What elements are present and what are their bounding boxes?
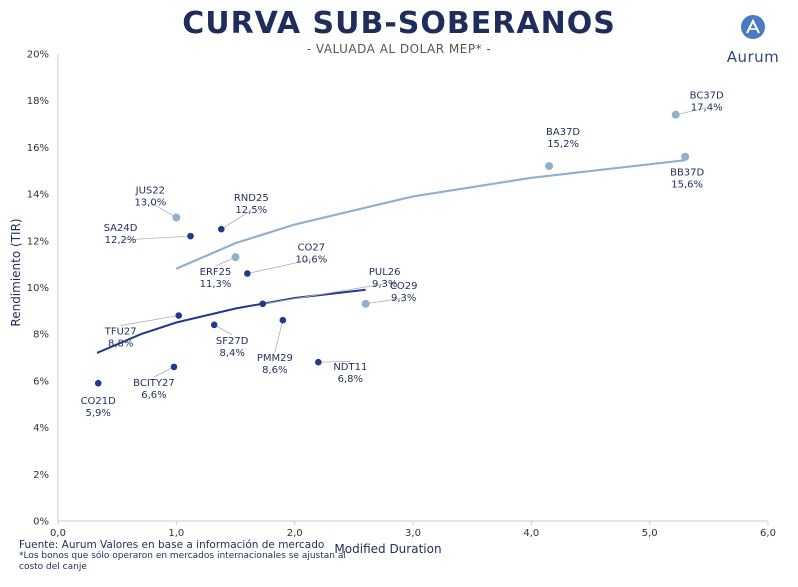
point-value-pul26: 9,3%: [372, 279, 397, 290]
y-tick-label: 2%: [33, 470, 49, 481]
data-point-bb37d[interactable]: [681, 152, 690, 161]
point-value-tfu27: 8,8%: [108, 339, 133, 350]
x-tick-label: 4,0: [523, 528, 539, 539]
point-label-bcity27: BCITY27: [133, 378, 175, 389]
y-tick-label: 20%: [27, 50, 49, 61]
data-point-bc37d[interactable]: [671, 110, 680, 119]
data-point-jus22[interactable]: [172, 213, 181, 222]
point-label-ndt11: NDT11: [333, 362, 367, 373]
point-value-jus22: 13,0%: [134, 197, 166, 208]
point-label-bb37d: BB37D: [670, 168, 704, 179]
data-point-co21d[interactable]: [94, 379, 102, 387]
data-point-pul26[interactable]: [259, 300, 267, 308]
data-point-tfu27[interactable]: [175, 312, 182, 319]
point-value-pmm29: 8,6%: [262, 365, 287, 376]
data-point-rnd25[interactable]: [218, 225, 225, 233]
x-tick-label: 6,0: [760, 528, 776, 539]
point-value-bcity27: 6,6%: [141, 390, 166, 401]
leader-line: [365, 297, 404, 305]
data-point-co27[interactable]: [244, 270, 251, 277]
y-tick-label: 12%: [27, 236, 49, 247]
data-point-erf25[interactable]: [231, 253, 240, 262]
data-point-ba37d[interactable]: [545, 162, 554, 171]
point-value-ndt11: 6,8%: [338, 374, 363, 385]
data-point-ndt11[interactable]: [315, 358, 322, 366]
point-label-bc37d: BC37D: [690, 91, 724, 102]
point-value-sa24d: 12,2%: [105, 235, 137, 246]
point-value-sf27d: 8,4%: [219, 348, 244, 359]
point-label-ba37d: BA37D: [546, 127, 580, 138]
point-label-co27: CO27: [298, 242, 326, 253]
leader-line: [214, 324, 233, 336]
point-label-erf25: ERF25: [200, 267, 232, 278]
aurum-logo-icon: [741, 15, 765, 39]
data-point-co29[interactable]: [361, 299, 370, 308]
y-tick-label: 16%: [27, 143, 49, 154]
x-tick-label: 3,0: [405, 528, 421, 539]
x-axis-label: Modified Duration: [334, 542, 441, 556]
point-label-jus22: JUS22: [135, 185, 165, 196]
point-value-rnd25: 12,5%: [235, 205, 267, 216]
y-tick-label: 0%: [33, 517, 49, 528]
leader-line: [120, 315, 179, 326]
leader-line: [153, 366, 175, 378]
point-label-sf27d: SF27D: [216, 336, 249, 347]
y-axis-label: Rendimiento (TIR): [9, 218, 23, 326]
point-value-co29: 9,3%: [391, 293, 416, 304]
chart-title: CURVA SUB-SOBERANOS: [182, 6, 616, 41]
leader-line: [150, 202, 177, 218]
leader-line: [274, 320, 284, 353]
y-tick-label: 6%: [33, 376, 49, 387]
data-point-sa24d[interactable]: [187, 232, 194, 240]
point-label-pmm29: PMM29: [257, 353, 293, 364]
point-label-tfu27: TFU27: [104, 327, 137, 338]
point-label-rnd25: RND25: [234, 193, 269, 204]
point-label-pul26: PUL26: [369, 267, 401, 278]
x-tick-label: 0,0: [50, 528, 66, 539]
data-point-sf27d[interactable]: [210, 321, 218, 329]
y-tick-label: 10%: [27, 283, 49, 294]
chart-subtitle: - VALUADA AL DOLAR MEP* -: [306, 42, 492, 56]
x-tick-label: 5,0: [642, 528, 658, 539]
brand-name: Aurum: [726, 48, 780, 66]
brand-logo: Aurum: [716, 14, 790, 66]
y-tick-label: 8%: [33, 330, 49, 341]
leader-line: [262, 283, 385, 305]
point-label-co29: CO29: [390, 281, 418, 292]
source-note: Fuente: Aurum Valores en base a informac…: [19, 539, 325, 551]
point-label-co21d: CO21D: [81, 396, 117, 407]
point-value-erf25: 11,3%: [200, 279, 232, 290]
leader-line: [221, 209, 252, 230]
point-label-sa24d: SA24D: [104, 223, 138, 234]
x-tick-label: 1,0: [168, 528, 184, 539]
leader-line: [675, 107, 707, 116]
y-tick-label: 4%: [33, 423, 49, 434]
x-tick-label: 2,0: [287, 528, 303, 539]
y-tick-label: 14%: [27, 190, 49, 201]
data-point-bcity27[interactable]: [170, 363, 178, 371]
leader-line: [247, 259, 312, 274]
point-value-ba37d: 15,2%: [547, 139, 579, 150]
point-value-co21d: 5,9%: [86, 408, 111, 419]
data-point-pmm29[interactable]: [279, 316, 287, 324]
leader-line: [120, 235, 191, 241]
trend-line-light: [175, 159, 686, 270]
point-value-bb37d: 15,6%: [671, 180, 703, 191]
footnote: *Los bonos que sólo operaron en mercados…: [19, 551, 346, 572]
leader-line: [318, 360, 351, 363]
point-value-co27: 10,6%: [295, 254, 327, 265]
point-value-bc37d: 17,4%: [691, 103, 723, 114]
y-tick-label: 18%: [27, 96, 49, 107]
